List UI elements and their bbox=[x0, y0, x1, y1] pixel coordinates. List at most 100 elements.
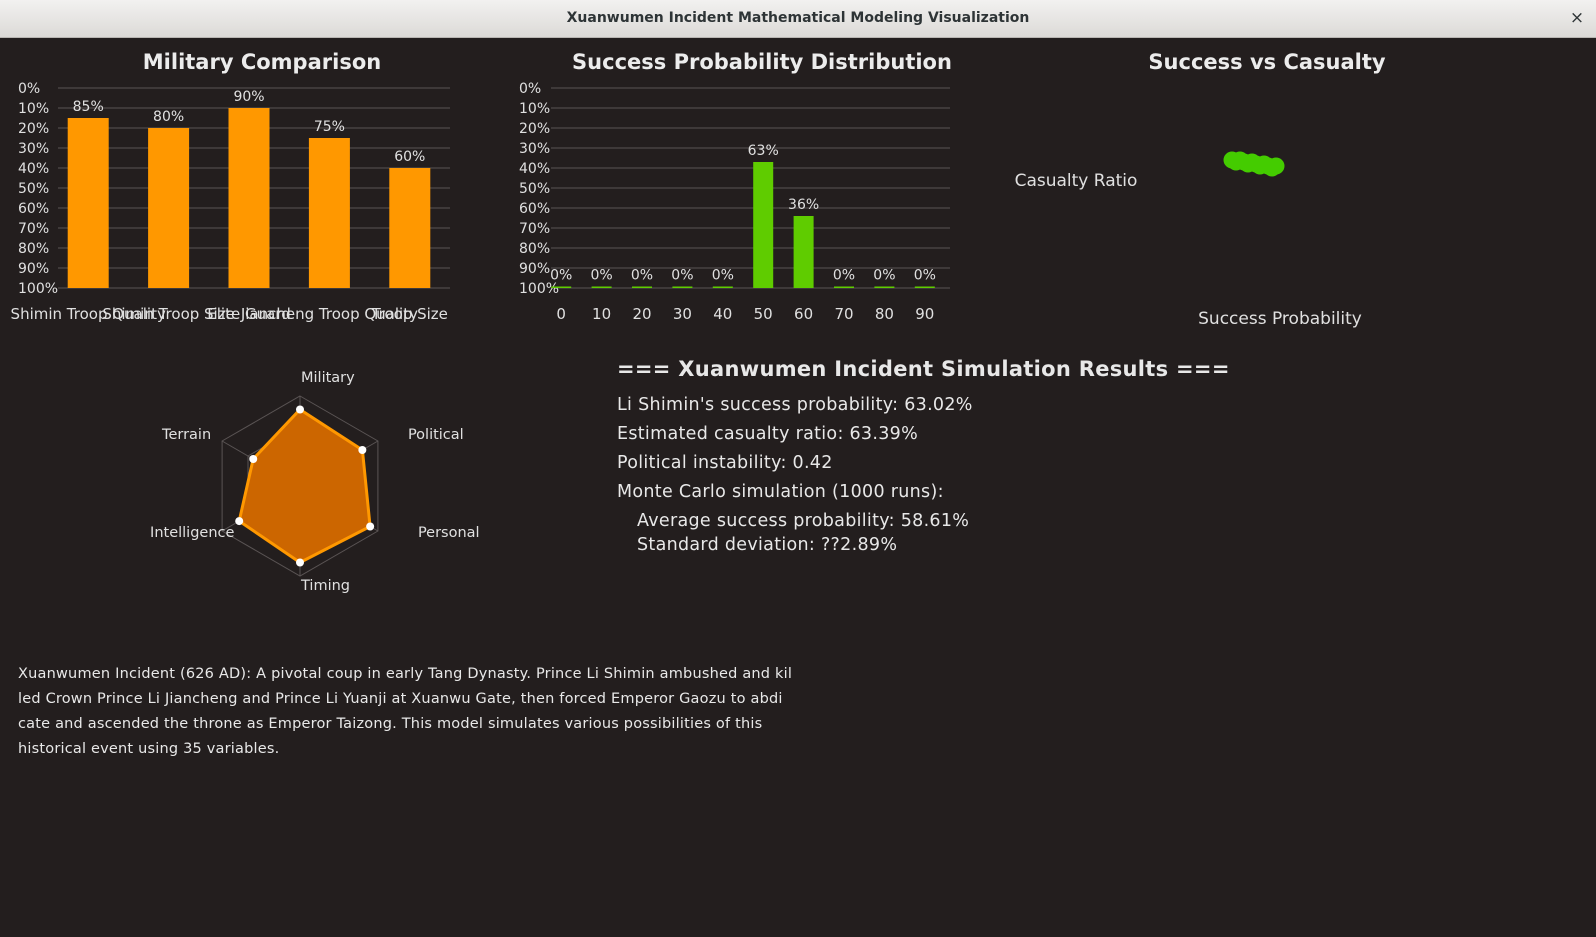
distribution-bar bbox=[672, 286, 693, 288]
distribution-bar bbox=[753, 162, 774, 288]
close-icon[interactable]: × bbox=[1569, 8, 1585, 28]
distribution-category-label: 0 bbox=[556, 305, 566, 323]
success-probability-text: Li Shimin's success probability: 63.02% bbox=[617, 395, 973, 415]
distribution-bar bbox=[712, 286, 733, 288]
distribution-bar bbox=[591, 286, 612, 288]
results-heading: === Xuanwumen Incident Simulation Result… bbox=[617, 357, 1230, 381]
military-comparison-chart: Military Comparison 0% 10% 20% 30% 40% 50% 60%… bbox=[11, 50, 450, 323]
military-y-tick: 20% bbox=[18, 121, 49, 137]
military-y-tick: 90% bbox=[18, 261, 49, 277]
distribution-y-tick: 10% bbox=[519, 101, 550, 117]
distribution-chart-title: Success Probability Distribution bbox=[572, 50, 952, 74]
military-y-tick: 80% bbox=[18, 241, 49, 257]
distribution-bar bbox=[834, 286, 854, 288]
radar-vertex bbox=[296, 558, 304, 567]
military-chart-title: Military Comparison bbox=[143, 50, 381, 74]
distribution-value-label: 0% bbox=[671, 268, 693, 284]
military-y-tick: 60% bbox=[18, 201, 49, 217]
casualty-ratio-text: Estimated casualty ratio: 63.39% bbox=[617, 424, 919, 444]
scatter-point bbox=[1267, 157, 1285, 175]
military-y-tick: 40% bbox=[18, 161, 49, 177]
radar-axis-label: Timing bbox=[300, 578, 350, 594]
military-y-tick: 50% bbox=[18, 181, 49, 197]
military-value-label: 60% bbox=[394, 149, 425, 165]
distribution-y-tick: 90% bbox=[519, 261, 550, 277]
distribution-bar bbox=[793, 216, 814, 288]
distribution-value-label: 0% bbox=[590, 268, 612, 284]
distribution-category-label: 30 bbox=[673, 305, 692, 323]
military-y-tick: 100% bbox=[18, 281, 58, 297]
radar-area bbox=[237, 407, 372, 565]
military-bar bbox=[389, 168, 431, 288]
distribution-category-label: 90 bbox=[915, 305, 934, 323]
military-bar bbox=[228, 108, 270, 288]
standard-deviation-text: Standard deviation: ??2.89% bbox=[637, 535, 898, 555]
scatter-x-label: Success Probability bbox=[1198, 309, 1362, 329]
incident-description: Xuanwumen Incident (626 AD): A pivotal c… bbox=[18, 662, 858, 762]
monte-carlo-text: Monte Carlo simulation (1000 runs): bbox=[617, 482, 944, 502]
radar-vertex bbox=[366, 522, 375, 531]
distribution-bar bbox=[632, 286, 652, 288]
distribution-category-label: 80 bbox=[875, 305, 894, 323]
visualization-canvas: Military Comparison 0% 10% 20% 30% 40% 50% 60%… bbox=[11, 50, 1386, 594]
military-category-label: Elite Guard bbox=[207, 305, 290, 323]
distribution-value-label: 36% bbox=[788, 197, 819, 213]
radar-vertex bbox=[296, 405, 304, 414]
distribution-y-tick: 20% bbox=[519, 121, 550, 137]
radar-axis-label: Intelligence bbox=[150, 525, 234, 541]
distribution-y-tick: 60% bbox=[519, 201, 550, 217]
distribution-category-label: 50 bbox=[754, 305, 773, 323]
military-value-label: 75% bbox=[314, 119, 345, 135]
distribution-y-tick: 70% bbox=[519, 221, 550, 237]
distribution-y-tick: 80% bbox=[519, 241, 550, 257]
scatter-chart-title: Success vs Casualty bbox=[1148, 50, 1385, 74]
radar-axis-label: Personal bbox=[418, 525, 480, 541]
description-line: historical event using 35 variables. bbox=[18, 741, 280, 757]
radar-axis-label: Political bbox=[408, 427, 464, 443]
military-bar bbox=[67, 118, 109, 288]
distribution-y-tick: 40% bbox=[519, 161, 550, 177]
distribution-y-tick: 30% bbox=[519, 141, 550, 157]
military-category-label: Shimin Troop Size bbox=[102, 305, 234, 323]
distribution-bar bbox=[551, 286, 572, 288]
military-y-tick: 70% bbox=[18, 221, 49, 237]
success-vs-casualty-chart: Success vs Casualty Casualty Ratio Succe… bbox=[1015, 50, 1386, 329]
radar-vertex bbox=[358, 446, 367, 454]
success-distribution-chart: Success Probability Distribution 0% 10% 20… bbox=[519, 50, 952, 323]
distribution-value-label: 0% bbox=[914, 268, 936, 284]
window-title: Xuanwumen Incident Mathematical Modeling… bbox=[566, 10, 1030, 26]
distribution-y-tick: 0% bbox=[519, 81, 541, 97]
military-y-tick: 30% bbox=[18, 141, 49, 157]
distribution-y-tick: 50% bbox=[519, 181, 550, 197]
distribution-category-label: 60 bbox=[794, 305, 813, 323]
description-line: led Crown Prince Li Jiancheng and Prince… bbox=[18, 691, 783, 707]
military-category-label: Jiancheng Troop Quality bbox=[240, 305, 418, 323]
radar-vertex bbox=[235, 517, 244, 526]
military-bar bbox=[308, 138, 350, 288]
distribution-y-tick: 100% bbox=[519, 281, 559, 297]
radar-axis-label: Military bbox=[301, 370, 355, 386]
distribution-value-label: 0% bbox=[631, 268, 653, 284]
distribution-category-label: 70 bbox=[834, 305, 853, 323]
radar-vertex bbox=[249, 455, 258, 463]
simulation-results: === Xuanwumen Incident Simulation Result… bbox=[617, 357, 1230, 559]
military-value-label: 90% bbox=[233, 89, 264, 105]
scatter-y-label: Casualty Ratio bbox=[1015, 171, 1138, 191]
distribution-bar bbox=[874, 286, 895, 288]
military-value-label: 80% bbox=[153, 109, 184, 125]
military-y-tick: 10% bbox=[18, 101, 49, 117]
average-success-text: Average success probability: 58.61% bbox=[637, 511, 970, 531]
distribution-bar bbox=[914, 286, 935, 288]
window-titlebar[interactable]: Xuanwumen Incident Mathematical Modeling… bbox=[0, 0, 1596, 38]
military-bar bbox=[148, 128, 190, 288]
radar-chart: Military Political Personal Timing Intellige… bbox=[150, 370, 480, 594]
distribution-category-label: 20 bbox=[632, 305, 651, 323]
distribution-category-label: 40 bbox=[713, 305, 732, 323]
description-line: cate and ascended the throne as Emperor … bbox=[18, 716, 763, 732]
distribution-value-label: 0% bbox=[873, 268, 895, 284]
radar-axis-label: Terrain bbox=[161, 427, 211, 443]
military-y-tick: 0% bbox=[18, 81, 40, 97]
distribution-value-label: 0% bbox=[833, 268, 855, 284]
distribution-value-label: 63% bbox=[748, 143, 779, 159]
political-instability-text: Political instability: 0.42 bbox=[617, 453, 833, 473]
